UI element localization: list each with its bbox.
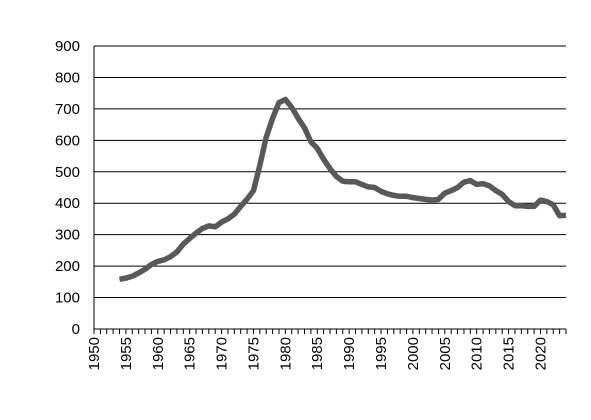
x-tick-label: 1985 (309, 337, 326, 370)
x-tick-label: 1970 (214, 337, 231, 370)
y-tick-label: 200 (55, 258, 80, 275)
x-tick-label: 1995 (373, 337, 390, 370)
y-tick-label: 300 (55, 227, 80, 244)
x-tick-label: 1975 (245, 337, 262, 370)
y-tick-label: 900 (55, 38, 80, 55)
x-tick-label: 2000 (405, 337, 422, 370)
x-tick-label: 1980 (277, 337, 294, 370)
y-tick-label: 700 (55, 101, 80, 118)
y-tick-label: 400 (55, 195, 80, 212)
y-tick-label: 600 (55, 132, 80, 149)
y-tick-label: 0 (72, 321, 80, 338)
series-line-0 (118, 96, 567, 283)
x-tick-label: 1960 (150, 337, 167, 370)
series-group (118, 96, 567, 283)
y-tick-label: 800 (55, 69, 80, 86)
x-tick-label: 2020 (532, 337, 549, 370)
x-axis: 1950 1955 1960 1965 1970 1975 1980 1985 1990 1995… (86, 329, 567, 370)
x-tick-label: 1950 (86, 337, 103, 370)
y-axis: 0 100 200 300 400 500 600 700 800 900 (55, 38, 95, 338)
x-tick-label: 2005 (437, 337, 454, 370)
x-tick-label: 1990 (341, 337, 358, 370)
x-tick-label: 2010 (469, 337, 486, 370)
x-tick-label: 1955 (118, 337, 135, 370)
x-tick-label: 1965 (182, 337, 199, 370)
y-tick-label: 500 (55, 164, 80, 181)
x-tick-label: 2015 (501, 337, 518, 370)
y-tick-label: 100 (55, 290, 80, 307)
